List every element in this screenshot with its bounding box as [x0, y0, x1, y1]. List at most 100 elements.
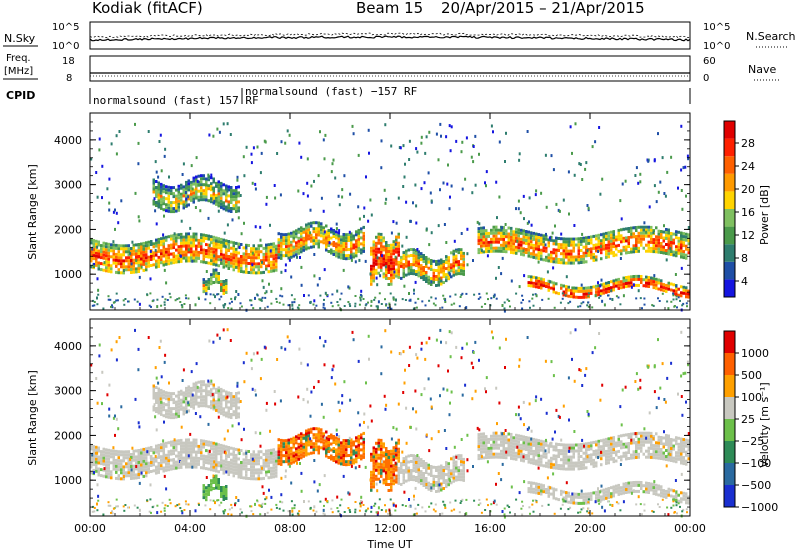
scatter-cell: [659, 180, 662, 184]
range-gate-cell: [197, 241, 200, 245]
range-gate-cell: [560, 237, 563, 241]
range-gate-cell: [392, 482, 395, 486]
range-gate-cell: [412, 478, 415, 482]
range-gate-cell: [240, 470, 243, 473]
range-gate-cell: [652, 244, 655, 248]
range-gate-cell: [407, 469, 410, 473]
range-gate-cell: [555, 291, 558, 295]
range-gate-cell: [150, 243, 153, 246]
ground-cell: [264, 296, 267, 299]
range-gate-cell: [555, 457, 558, 461]
range-gate-cell: [127, 465, 130, 469]
range-gate-cell: [490, 249, 493, 253]
range-gate-cell: [605, 290, 608, 294]
range-gate-cell: [687, 239, 690, 243]
scatter-cell: [348, 230, 351, 234]
range-gate-cell: [550, 259, 553, 263]
range-gate-cell: [670, 250, 673, 253]
range-gate-cell: [377, 444, 380, 448]
range-gate-cell: [197, 447, 200, 451]
range-gate-cell: [342, 251, 345, 254]
range-gate-cell: [387, 259, 390, 262]
range-gate-cell: [295, 247, 298, 251]
scatter-cell: [330, 170, 333, 174]
scatter-cell: [571, 286, 574, 290]
range-gate-cell: [145, 459, 148, 463]
range-gate-cell: [485, 250, 488, 254]
ground-cell: [307, 294, 310, 297]
range-gate-cell: [377, 241, 380, 245]
range-gate-cell: [235, 453, 238, 457]
range-gate-cell: [145, 244, 148, 248]
range-gate-cell: [125, 474, 128, 478]
range-gate-cell: [567, 467, 570, 471]
range-gate-cell: [235, 471, 238, 475]
range-gate-cell: [477, 433, 480, 437]
range-gate-cell: [382, 275, 385, 279]
range-gate-cell: [485, 447, 488, 451]
range-gate-cell: [662, 283, 665, 287]
range-gate-cell: [380, 256, 383, 260]
range-gate-cell: [570, 237, 573, 241]
range-gate-cell: [445, 482, 448, 486]
range-gate-cell: [272, 454, 275, 458]
range-gate-cell: [607, 440, 610, 444]
scatter-cell: [414, 280, 417, 284]
range-gate-cell: [355, 245, 358, 249]
range-gate-cell: [360, 236, 363, 240]
ground-cell: [415, 306, 418, 309]
range-gate-cell: [555, 454, 558, 458]
range-gate-cell: [185, 462, 188, 466]
range-gate-cell: [447, 262, 450, 266]
range-gate-cell: [120, 256, 123, 260]
range-gate-cell: [425, 471, 428, 474]
scatter-cell: [663, 224, 665, 228]
range-gate-cell: [342, 457, 345, 460]
range-gate-cell: [522, 241, 525, 245]
range-gate-cell: [160, 243, 163, 247]
range-gate-cell: [215, 236, 218, 240]
range-gate-cell: [350, 456, 353, 460]
range-gate-cell: [462, 475, 465, 479]
range-gate-cell: [377, 262, 380, 266]
range-gate-cell: [97, 264, 100, 268]
range-gate-cell: [550, 462, 553, 466]
range-gate-cell: [460, 266, 463, 270]
range-gate-cell: [325, 236, 328, 240]
range-gate-cell: [605, 234, 608, 238]
range-gate-cell: [182, 456, 185, 460]
range-gate-cell: [200, 248, 203, 252]
range-gate-cell: [202, 284, 205, 288]
range-gate-cell: [172, 186, 175, 190]
range-gate-cell: [212, 468, 215, 472]
scatter-cell: [159, 191, 162, 195]
range-gate-cell: [597, 242, 600, 246]
range-gate-cell: [127, 471, 130, 475]
range-gate-cell: [435, 475, 438, 478]
scatter-cell: [438, 277, 441, 281]
scatter-cell: [630, 232, 633, 236]
nsky-tick-bottom: 10^0: [52, 41, 79, 52]
range-gate-cell: [187, 456, 190, 460]
range-gate-cell: [665, 443, 668, 446]
range-gate-cell: [135, 255, 138, 259]
range-gate-cell: [382, 481, 385, 485]
ground-cell: [91, 304, 94, 307]
range-gate-cell: [272, 242, 275, 246]
range-gate-cell: [575, 464, 578, 468]
range-gate-cell: [152, 187, 155, 191]
range-gate-cell: [385, 462, 388, 465]
range-gate-cell: [592, 234, 595, 238]
range-gate-cell: [577, 286, 580, 290]
range-gate-cell: [660, 448, 663, 451]
range-gate-cell: [210, 279, 213, 283]
range-gate-cell: [325, 451, 328, 455]
range-gate-cell: [187, 244, 190, 248]
range-gate-cell: [357, 243, 360, 247]
range-gate-cell: [452, 464, 455, 468]
range-gate-cell: [657, 447, 660, 451]
range-gate-cell: [417, 265, 420, 269]
range-gate-cell: [412, 248, 415, 252]
scatter-cell: [558, 209, 561, 213]
ground-cell: [179, 301, 182, 303]
